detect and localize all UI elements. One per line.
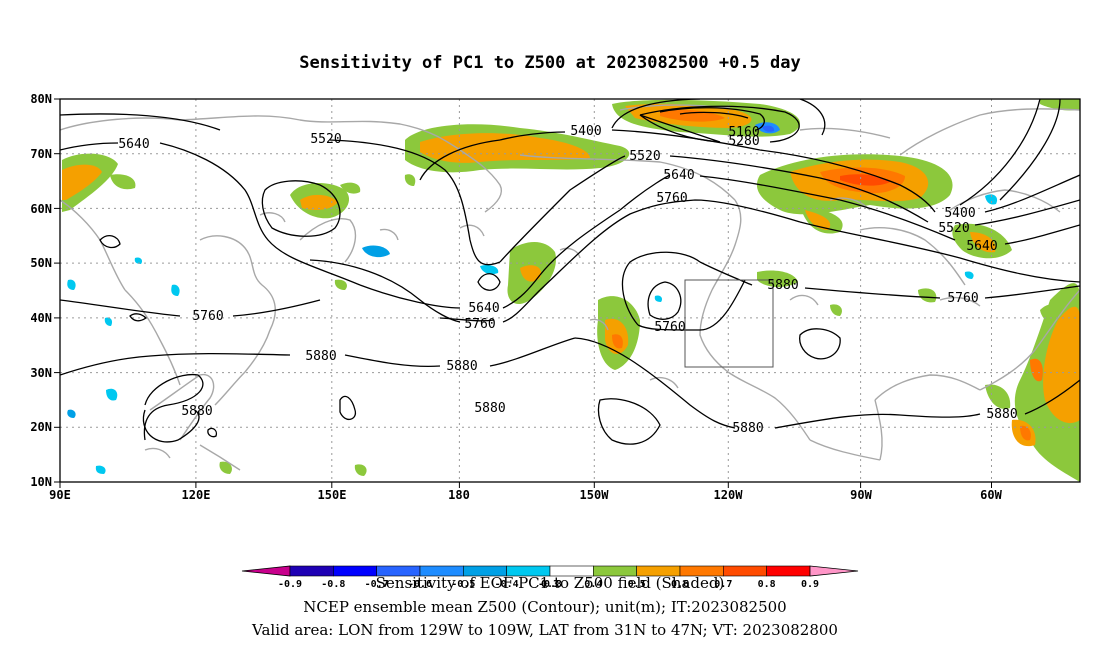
lat-tick-label: 60N [30,202,52,216]
colorbar-label: -0.6 [408,579,432,590]
contour-labels: 5640 5520 5400 5160 5280 5520 5640 5760 … [118,124,1017,436]
colorbar-swatch [289,565,334,577]
axis-ticks [54,98,992,488]
positive-sensitivity-shading [62,99,1080,482]
footer-line-1: Sensitivity of EOF PC1 to Z500 field (Sh… [376,574,725,592]
contour-label: 5760 [656,191,687,206]
colorbar-label: 0.6 [671,579,689,590]
colorbar-label: -0.8 [321,579,345,590]
contour-label: 5520 [310,132,341,147]
colorbar-label: -0.7 [365,579,389,590]
lon-tick-label: 90E [49,488,71,502]
graticule [60,99,1080,482]
colorbar-label: 0.9 [801,579,819,590]
contour-label: 5400 [944,206,975,221]
colorbar-label: 0.5 [628,579,646,590]
coastlines [60,104,1080,471]
colorbar-label: 0.3 [541,579,559,590]
colorbar-label: -0.5 [451,579,475,590]
contour-label: 5520 [938,221,969,236]
lon-tick-label: 150W [580,488,610,502]
colorbar-swatch [766,565,811,577]
contour-label: 5400 [570,124,601,139]
colorbar-swatch [333,565,377,577]
lon-tick-label: 120W [714,488,744,502]
contour-label: 5880 [305,349,336,364]
colorbar-label: 0.7 [714,579,732,590]
lat-tick-label: 30N [30,366,52,380]
contour-label: 5880 [767,278,798,293]
contour-label: 5640 [468,301,499,316]
colorbar-swatch [723,565,767,577]
contour-label: 5640 [663,168,694,183]
contour-label: 5760 [464,317,495,332]
contour-label: 5640 [118,137,149,152]
lat-tick-label: 70N [30,147,52,161]
contour-label: 5640 [966,239,997,254]
footer-line-3: Valid area: LON from 129W to 109W, LAT f… [251,621,838,639]
lon-tick-label: 90W [850,488,872,502]
contour-label: 5760 [192,309,223,324]
lat-tick-label: 20N [30,420,52,434]
colorbar-label: -0.9 [278,579,302,590]
colorbar-label: -0.3 [538,579,562,590]
footer-line-2: NCEP ensemble mean Z500 (Contour); unit(… [303,598,786,616]
lat-axis: 80N 70N 60N 50N 40N 30N 20N 10N [30,92,52,489]
contour-label: 5880 [986,407,1017,422]
lon-tick-label: 60W [980,488,1002,502]
plot-frame [59,98,1081,483]
lon-axis: 90E 120E 150E 180 150W 120W 90W 60W [49,488,1002,502]
lat-tick-label: 10N [30,475,52,489]
contour-label: 5880 [181,404,212,419]
lon-tick-label: 120E [182,488,211,502]
map-panel [60,99,1080,482]
contour-label: 5880 [446,359,477,374]
contour-label: 5280 [728,134,759,149]
contour-label: 5520 [629,149,660,164]
map-title: Sensitivity of PC1 to Z500 at 2023082500… [299,53,801,73]
contour-label: 5760 [654,320,685,335]
negative-sensitivity-shading [67,122,998,474]
contour-label: 5880 [474,401,505,416]
valid-area-box [684,279,774,368]
lon-tick-label: 180 [448,488,470,502]
lat-tick-label: 50N [30,256,52,270]
contour-label: 5760 [947,291,978,306]
z500-contours [60,99,1080,445]
lat-tick-label: 40N [30,311,52,325]
colorbar-label: 0.8 [758,579,776,590]
contour-label: 5160 [728,125,759,140]
colorbar-label: 0.4 [584,579,602,590]
colorbar-extend-low [241,565,291,577]
lon-tick-label: 150E [318,488,347,502]
colorbar-extend-high [809,565,859,577]
contour-label: 5880 [732,421,763,436]
lat-tick-label: 80N [30,92,52,106]
colorbar: -0.9 -0.8 -0.7 -0.6 -0.5 -0.4 -0.30.3 0.4 0.5 0.6… [241,565,859,590]
colorbar-label: -0.4 [495,579,519,590]
